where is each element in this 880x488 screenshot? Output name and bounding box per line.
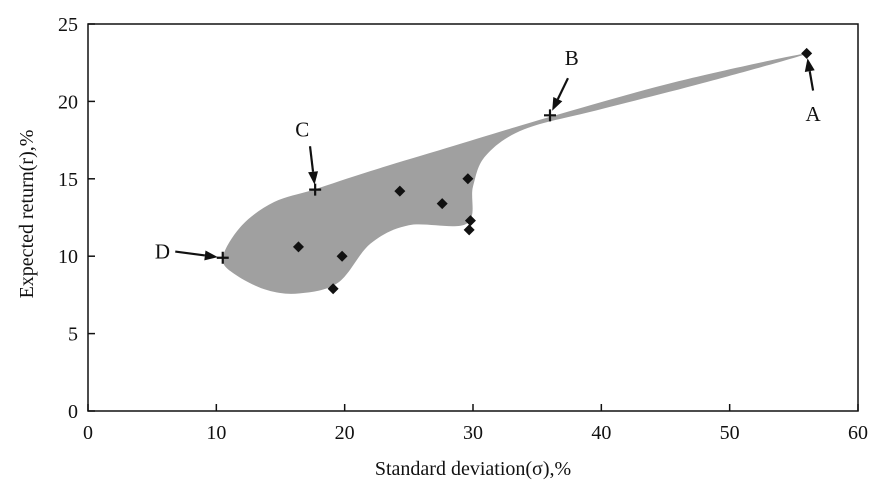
annotation-arrow-d <box>175 250 206 257</box>
feasible-region <box>222 53 807 294</box>
diamond-point <box>327 283 339 295</box>
y-tick-label: 20 <box>58 91 78 113</box>
y-tick-label: 10 <box>58 246 78 268</box>
annotation-label-c: C <box>295 117 309 141</box>
annotation-arrowhead-b <box>552 97 563 111</box>
x-tick-label: 10 <box>206 422 226 444</box>
x-tick-label: 60 <box>848 422 868 444</box>
y-tick-label: 5 <box>68 324 78 346</box>
y-axis-title: Expected return(r),% <box>16 130 38 299</box>
cross-point <box>544 109 556 122</box>
annotation-label-d: D <box>155 240 170 264</box>
x-tick-label: 50 <box>720 422 740 444</box>
annotation-arrow-a <box>808 70 815 91</box>
x-axis-title: Standard deviation(σ),% <box>375 458 571 480</box>
diamond-point <box>336 250 348 262</box>
cross-point <box>216 251 229 264</box>
diamond-point <box>801 47 813 59</box>
annotation-arrowhead-d <box>204 250 218 261</box>
annotation-arrow-c <box>308 146 315 172</box>
diamond-point <box>462 173 474 185</box>
annotation-label-b: B <box>565 46 579 70</box>
plot-frame <box>87 23 859 412</box>
x-tick-label: 20 <box>335 422 355 444</box>
y-tick-label: 0 <box>68 401 78 423</box>
diamond-point <box>436 198 448 210</box>
annotation-arrowhead-a <box>804 58 815 72</box>
x-tick-label: 0 <box>83 422 93 444</box>
x-tick-label: 40 <box>591 422 611 444</box>
diamond-point <box>464 215 476 227</box>
annotation-arrow-b <box>556 77 569 100</box>
cross-point <box>309 183 322 196</box>
diamond-point <box>394 185 406 197</box>
annotation-label-a: A <box>805 102 821 126</box>
y-tick-label: 25 <box>58 14 78 36</box>
annotation-arrowhead-c <box>308 171 318 185</box>
diamond-point <box>463 224 475 236</box>
x-tick-label: 30 <box>463 422 483 444</box>
y-tick-label: 15 <box>58 169 78 191</box>
diamond-point <box>292 241 304 253</box>
